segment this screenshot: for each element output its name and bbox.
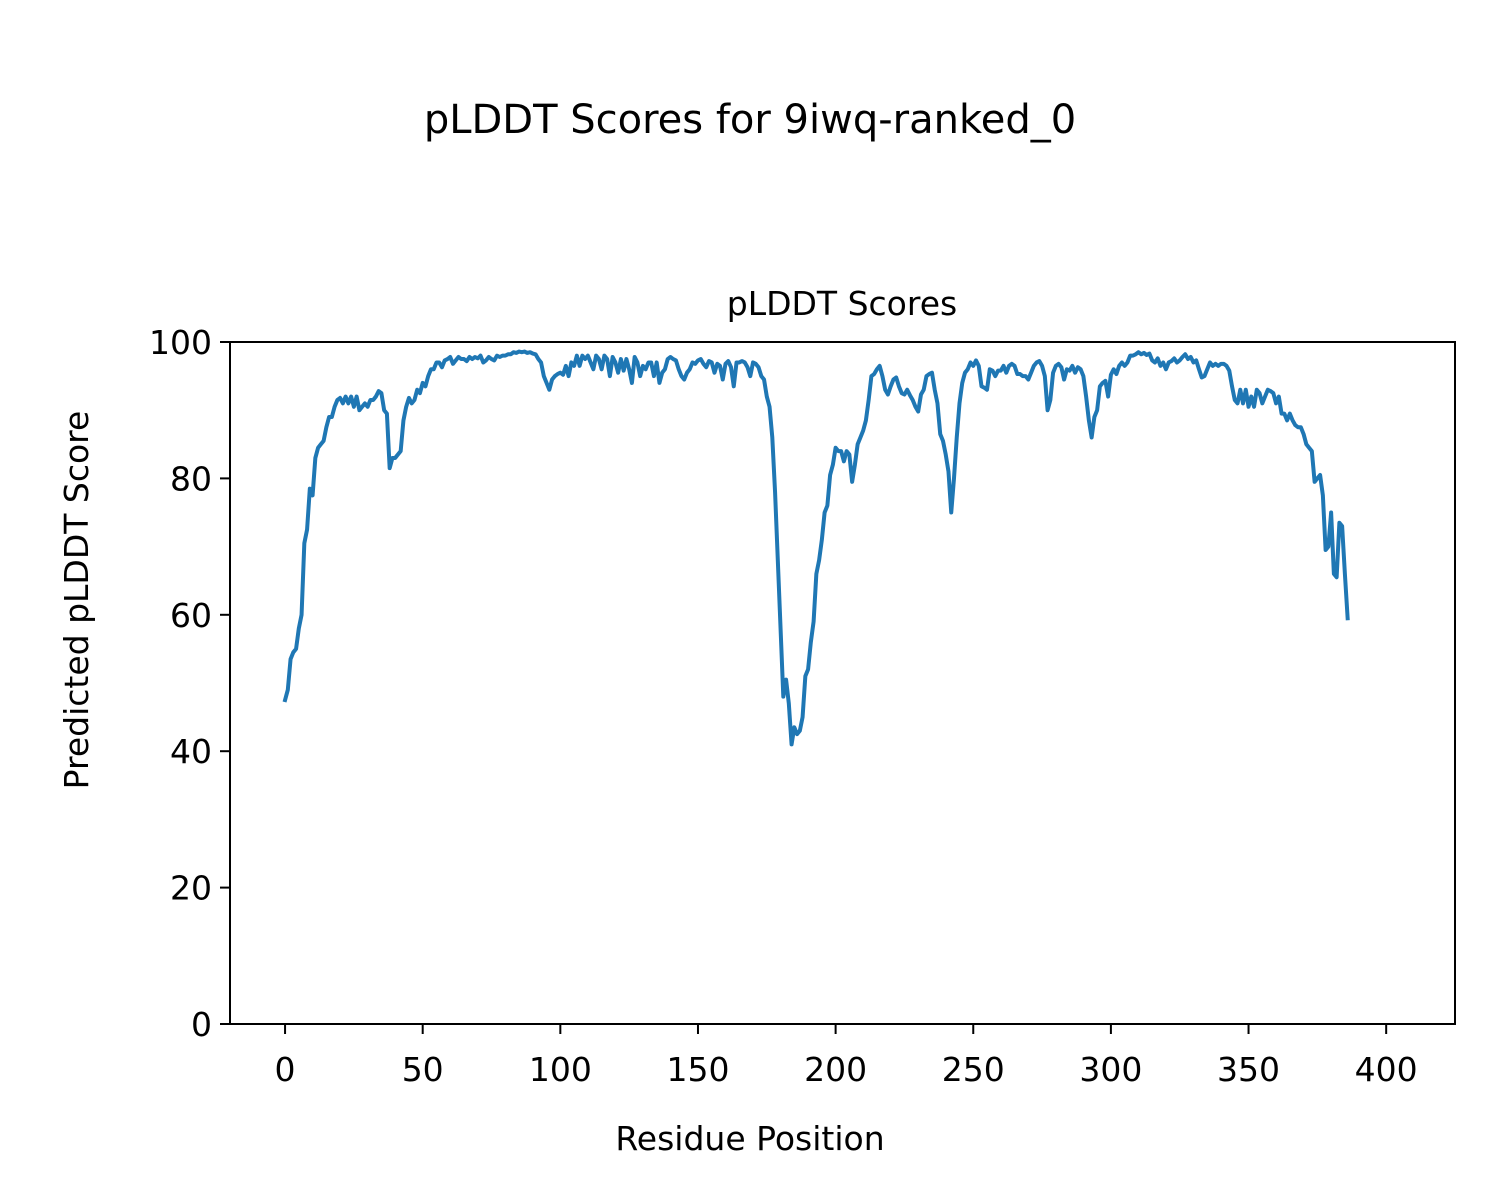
x-axis-ticks: 0 50 100 150 200 250 300 350 400 — [275, 1024, 1418, 1089]
y-axis-ticks: 0 20 40 60 80 100 — [149, 323, 230, 1044]
axes-frame — [229, 341, 1456, 1025]
y-tick-label: 40 — [170, 732, 212, 771]
y-tick-label: 0 — [191, 1005, 212, 1044]
figure-suptitle: pLDDT Scores for 9iwq-ranked_0 — [424, 97, 1076, 143]
x-tick-label: 0 — [275, 1050, 296, 1089]
x-tick-label: 150 — [666, 1050, 729, 1089]
x-axis-label: Residue Position — [615, 1119, 884, 1158]
x-tick-label: 50 — [402, 1050, 444, 1089]
y-axis-label: Predicted pLDDT Score — [57, 411, 96, 790]
x-tick-label: 200 — [804, 1050, 867, 1089]
y-tick-label: 80 — [170, 459, 212, 498]
y-tick-label: 100 — [149, 323, 212, 362]
x-tick-label: 100 — [529, 1050, 592, 1089]
x-tick-label: 350 — [1217, 1050, 1280, 1089]
y-tick-label: 20 — [170, 869, 212, 908]
x-tick-label: 400 — [1355, 1050, 1418, 1089]
y-tick-label: 60 — [170, 596, 212, 635]
x-tick-label: 300 — [1079, 1050, 1142, 1089]
series-line-plddt — [282, 349, 1350, 747]
x-tick-label: 250 — [942, 1050, 1005, 1089]
plot-area — [282, 349, 1350, 747]
chart-title: pLDDT Scores — [727, 284, 957, 323]
